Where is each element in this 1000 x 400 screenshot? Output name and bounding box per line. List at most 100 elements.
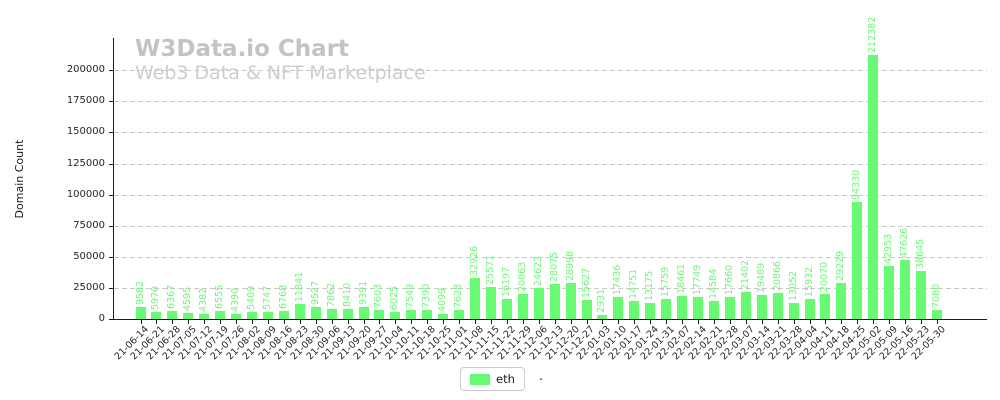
gridline <box>114 194 987 196</box>
x-tick-mark <box>729 320 731 324</box>
bar <box>438 313 449 319</box>
bar-value-label: 32926 <box>469 245 481 277</box>
x-tick-mark <box>395 320 397 324</box>
x-tick-mark <box>363 320 365 324</box>
bar <box>756 294 767 319</box>
x-tick-mark <box>475 320 477 324</box>
legend-label: eth <box>496 372 515 386</box>
bar-value-label: 8410 <box>341 282 353 307</box>
bar-value-label: 14751 <box>628 268 640 299</box>
bar <box>629 300 640 319</box>
bar-value-label: 4390 <box>230 287 242 312</box>
bar-value-label: 28998 <box>564 250 576 281</box>
y-tick-mark <box>109 287 113 289</box>
y-tick-mark <box>109 70 113 72</box>
x-tick-mark <box>220 320 222 324</box>
x-tick-mark <box>252 320 253 324</box>
x-tick-mark <box>682 320 684 324</box>
x-tick-mark <box>554 320 556 324</box>
bar-value-label: 24623 <box>532 256 544 287</box>
bar <box>199 313 210 319</box>
bar-value-label: 15932 <box>803 266 815 298</box>
x-tick-mark <box>506 320 508 324</box>
gridline <box>114 256 987 258</box>
x-tick-mark <box>889 320 891 324</box>
x-tick-mark <box>267 320 269 324</box>
legend-suffix-dot: . <box>539 369 544 384</box>
x-tick-mark <box>172 320 174 324</box>
x-tick-mark <box>411 320 413 324</box>
bar-value-label: 11841 <box>293 272 305 303</box>
x-tick-mark <box>921 320 923 324</box>
bar-value-label: 28075 <box>548 251 560 283</box>
bar <box>358 307 369 319</box>
bar-value-label: 9391 <box>357 281 369 306</box>
bar-value-label: 4382 <box>198 287 210 312</box>
bar-value-label: 14584 <box>707 268 719 299</box>
bar <box>884 265 895 319</box>
bar <box>294 304 305 319</box>
bar-value-label: 19489 <box>755 262 767 293</box>
bar-value-label: 5970 <box>150 285 162 310</box>
bar <box>390 311 401 319</box>
bar-value-label: 13175 <box>644 270 656 301</box>
gridline <box>114 163 987 165</box>
bar-value-label: 15759 <box>660 267 672 298</box>
bar-value-label: 5409 <box>246 286 257 311</box>
bar-value-label: 17660 <box>723 264 735 296</box>
bar-value-label: 6555 <box>214 284 226 309</box>
y-tick-label: 125000 <box>66 157 105 169</box>
bar <box>310 307 321 319</box>
bar <box>613 297 624 319</box>
x-tick-mark <box>618 320 620 324</box>
bar <box>422 309 433 319</box>
bar <box>533 288 544 319</box>
x-tick-mark <box>698 320 700 324</box>
legend-swatch-eth <box>470 373 490 385</box>
y-tick-label: 75000 <box>73 219 105 231</box>
bar <box>852 201 863 319</box>
bar-value-label: 17749 <box>692 264 704 295</box>
bar-value-label: 20866 <box>771 260 783 292</box>
y-axis-label: Domain Count <box>13 139 26 219</box>
x-tick-mark <box>841 320 843 324</box>
bar <box>231 313 242 319</box>
legend: eth <box>460 367 525 391</box>
bar <box>517 294 528 319</box>
bar <box>724 297 735 319</box>
y-tick-mark <box>109 319 113 320</box>
bar <box>151 311 162 319</box>
watermark-title: W3Data.io Chart <box>135 36 350 62</box>
gridline <box>114 70 987 72</box>
x-tick-mark <box>793 320 795 324</box>
x-tick-mark <box>634 320 636 324</box>
y-tick-label: 200000 <box>66 64 105 76</box>
bar-value-label: 13052 <box>787 270 799 301</box>
bar <box>693 296 704 319</box>
x-tick-mark <box>379 320 381 324</box>
bar <box>597 315 608 319</box>
bar <box>581 299 592 319</box>
y-tick-label: 100000 <box>66 188 105 200</box>
bar-value-label: 21402 <box>739 260 751 291</box>
x-tick-mark <box>538 320 540 324</box>
y-tick-label: 175000 <box>66 95 105 107</box>
x-tick-mark <box>490 320 492 324</box>
bar-value-label: 20063 <box>516 261 528 293</box>
y-tick-label: 150000 <box>66 126 105 138</box>
bar <box>215 310 226 319</box>
y-tick-mark <box>109 132 113 134</box>
x-tick-mark <box>299 320 301 324</box>
bar <box>183 313 194 319</box>
bar-value-label: 5747 <box>261 285 273 310</box>
bar-value-label: 212382 <box>867 16 879 53</box>
x-tick-mark <box>236 320 238 324</box>
bar <box>900 259 911 319</box>
bar-value-label: 20070 <box>819 261 831 293</box>
bar <box>565 282 576 319</box>
x-tick-mark <box>427 320 429 324</box>
x-tick-mark <box>586 320 588 324</box>
x-tick-mark <box>873 320 875 324</box>
bar <box>342 308 353 319</box>
bar <box>326 309 337 319</box>
